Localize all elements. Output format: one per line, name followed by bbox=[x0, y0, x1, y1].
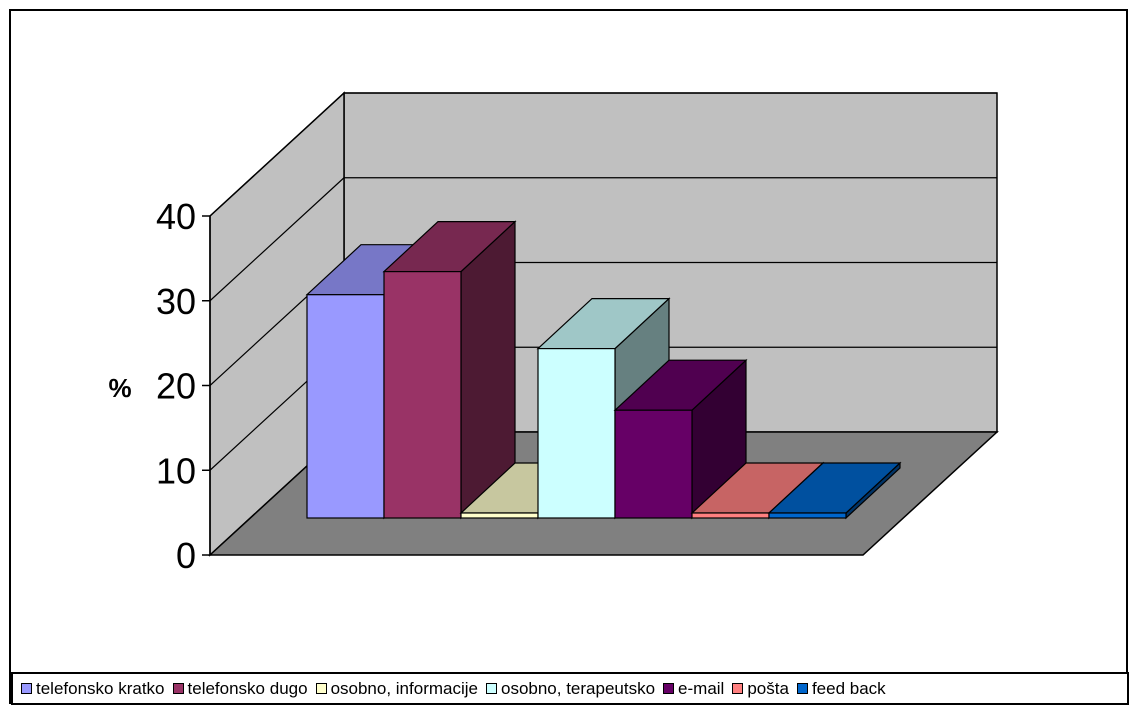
legend-swatch bbox=[315, 683, 327, 694]
legend-swatch bbox=[485, 683, 497, 694]
bar-front bbox=[691, 512, 770, 519]
gridline-side bbox=[209, 177, 345, 302]
legend-label: osobno, terapeutsko bbox=[500, 678, 656, 698]
legend: telefonsko kratko telefonsko dugo osobno, … bbox=[11, 672, 1129, 705]
legend-item: feed back bbox=[796, 678, 886, 699]
bar-front bbox=[614, 409, 693, 519]
bar bbox=[613, 358, 748, 520]
y-tick-label: 30 bbox=[156, 281, 196, 322]
legend-swatch bbox=[663, 683, 675, 694]
bar bbox=[382, 220, 517, 520]
legend-label: e-mail bbox=[678, 678, 725, 698]
bar-front bbox=[768, 512, 847, 519]
y-tick-labels: 0 10 20 30 40 bbox=[156, 196, 196, 576]
legend-swatch bbox=[172, 683, 184, 694]
legend-label: feed back bbox=[811, 678, 886, 698]
y-tick-label: 10 bbox=[156, 450, 196, 491]
legend-item: telefonsko kratko bbox=[21, 679, 165, 699]
legend-label: telefonsko dugo bbox=[187, 678, 308, 698]
y-tick-label: 40 bbox=[156, 196, 196, 237]
legend-swatch bbox=[796, 683, 808, 694]
legend-item: pošta bbox=[732, 679, 789, 699]
bar-front bbox=[537, 348, 616, 519]
legend-swatch bbox=[732, 683, 744, 694]
bar-front bbox=[306, 294, 385, 519]
legend-label: telefonsko kratko bbox=[36, 678, 165, 698]
legend-item: e-mail bbox=[663, 679, 724, 699]
legend-item: telefonsko dugo bbox=[172, 678, 308, 699]
y-tick-label: 0 bbox=[176, 535, 196, 576]
y-tick-label: 20 bbox=[156, 366, 196, 407]
y-axis-ticks bbox=[202, 215, 211, 556]
legend-swatch bbox=[21, 683, 32, 694]
bars bbox=[305, 220, 902, 520]
bar-front bbox=[383, 271, 462, 519]
legend-item: osobno, informacije bbox=[315, 678, 478, 699]
legend-item: osobno, terapeutsko bbox=[485, 678, 656, 699]
bar-front bbox=[460, 512, 539, 519]
y-axis-label: % bbox=[108, 373, 131, 403]
gridline-side bbox=[209, 92, 345, 217]
bar bbox=[767, 461, 902, 520]
legend-label: osobno, informacije bbox=[330, 678, 478, 698]
legend-label: pošta bbox=[747, 678, 789, 698]
